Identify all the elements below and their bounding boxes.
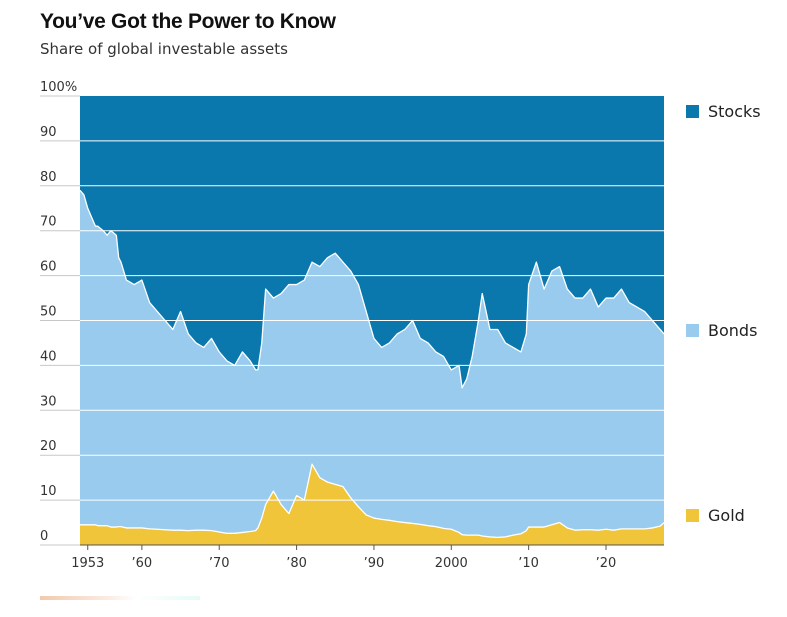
legend: Stocks Bonds Gold bbox=[686, 102, 761, 525]
y-tick-label: 60 bbox=[40, 260, 57, 275]
chart-title: You’ve Got the Power to Know bbox=[40, 10, 336, 33]
y-tick-label: 90 bbox=[40, 125, 57, 140]
area-stocks bbox=[80, 96, 664, 388]
legend-swatch-stocks bbox=[686, 105, 699, 118]
legend-swatch-bonds bbox=[686, 324, 699, 337]
legend-label-bonds: Bonds bbox=[708, 321, 757, 340]
y-axis: 0 10 20 30 40 50 60 70 80 90 100% bbox=[40, 80, 77, 544]
y-tick-label: 0 bbox=[40, 529, 48, 544]
x-tick-label: ’90 bbox=[364, 556, 385, 571]
x-tick-label: ’20 bbox=[596, 556, 617, 571]
y-tick-label: 100% bbox=[40, 80, 77, 95]
gridline-layer bbox=[40, 95, 664, 546]
legend-label-gold: Gold bbox=[708, 506, 745, 525]
x-tick-label: 1953 bbox=[71, 556, 104, 571]
area-gold bbox=[80, 464, 664, 545]
x-tick-label: ’60 bbox=[132, 556, 153, 571]
y-tick-label: 30 bbox=[40, 394, 57, 409]
y-tick-label: 70 bbox=[40, 215, 57, 230]
x-tick-label: 2000 bbox=[435, 556, 468, 571]
x-tick-label: ’10 bbox=[518, 556, 539, 571]
y-tick-label: 20 bbox=[40, 439, 57, 454]
x-tick-label: ’70 bbox=[209, 556, 230, 571]
boundary-line-gold bbox=[80, 463, 665, 539]
stacked-area-chart: 0 10 20 30 40 50 60 70 80 90 100% 1953 ’60 ’70 ’80 ’90… bbox=[40, 80, 761, 571]
area-layer bbox=[79, 96, 665, 545]
y-tick-label: 50 bbox=[40, 305, 57, 320]
legend-label-stocks: Stocks bbox=[708, 102, 761, 121]
y-tick-label: 10 bbox=[40, 484, 57, 499]
area-bonds bbox=[80, 190, 664, 538]
x-tick-label: ’80 bbox=[286, 556, 307, 571]
legend-swatch-gold bbox=[686, 509, 699, 522]
logo-strip bbox=[40, 596, 200, 600]
chart-subtitle: Share of global investable assets bbox=[40, 40, 288, 58]
y-tick-label: 80 bbox=[40, 170, 57, 185]
x-axis: 1953 ’60 ’70 ’80 ’90 2000 ’10 ’20 bbox=[71, 544, 664, 571]
boundary-line-bonds bbox=[79, 189, 665, 389]
y-tick-label: 40 bbox=[40, 349, 57, 364]
